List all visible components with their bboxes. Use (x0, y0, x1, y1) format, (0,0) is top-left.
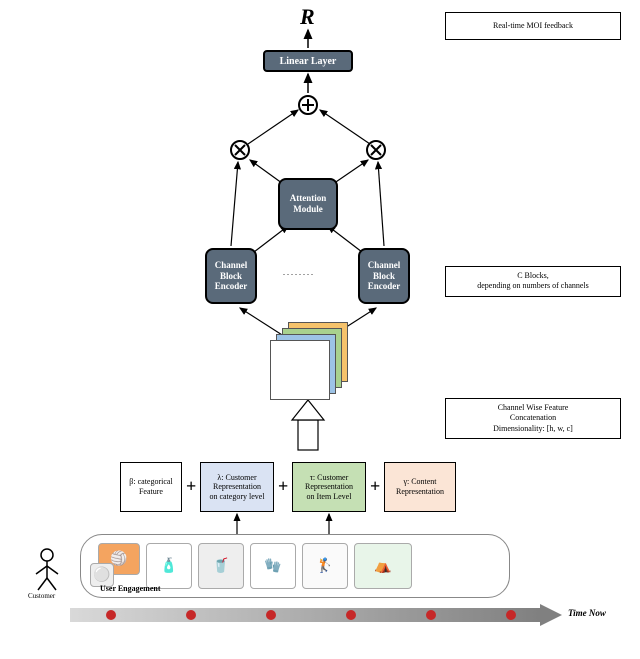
customer-icon (32, 548, 62, 597)
time-now-label: Time Now (568, 608, 606, 618)
mul-op-left (230, 140, 250, 160)
feature-gamma: γ: Content Representation (384, 462, 456, 512)
feature-tau: τ: Customer Representation on Item Level (292, 462, 366, 512)
info-box-top: Real-time MOI feedback (445, 12, 621, 40)
channel-stack (270, 322, 350, 402)
linear-layer-block: Linear Layer (263, 50, 353, 72)
feature-beta: β: categorical Feature (120, 462, 182, 512)
timeline-dot (106, 610, 116, 620)
product-thumb: ⛺ (354, 543, 412, 589)
attention-block: Attention Module (278, 178, 338, 230)
encoder-right-block: Channel Block Encoder (358, 248, 410, 304)
timeline-dot (186, 610, 196, 620)
product-thumb: 🏌️ (302, 543, 348, 589)
encoder-ellipsis: ........ (283, 268, 315, 277)
product-thumb: 🧴 (146, 543, 192, 589)
mul-op-right (366, 140, 386, 160)
info-box-mid: C Blocks, depending on numbers of channe… (445, 266, 621, 297)
timeline-dot (266, 610, 276, 620)
timeline-dot (346, 610, 356, 620)
plus-icon: + (278, 476, 288, 497)
add-op (298, 95, 318, 115)
encoder-left-block: Channel Block Encoder (205, 248, 257, 304)
user-engagement-label: User Engagement (100, 584, 161, 593)
customer-label: Customer (28, 592, 55, 600)
feature-lambda: λ: Customer Representation on category l… (200, 462, 274, 512)
plus-icon: + (370, 476, 380, 497)
plus-icon: + (186, 476, 196, 497)
output-symbol: R (300, 4, 315, 30)
product-thumb: 🥤 (198, 543, 244, 589)
timeline-dot (426, 610, 436, 620)
info-box-bottom: Channel Wise Feature Concatenation Dimen… (445, 398, 621, 439)
product-thumb: 🧤 (250, 543, 296, 589)
timeline-dot (506, 610, 516, 620)
